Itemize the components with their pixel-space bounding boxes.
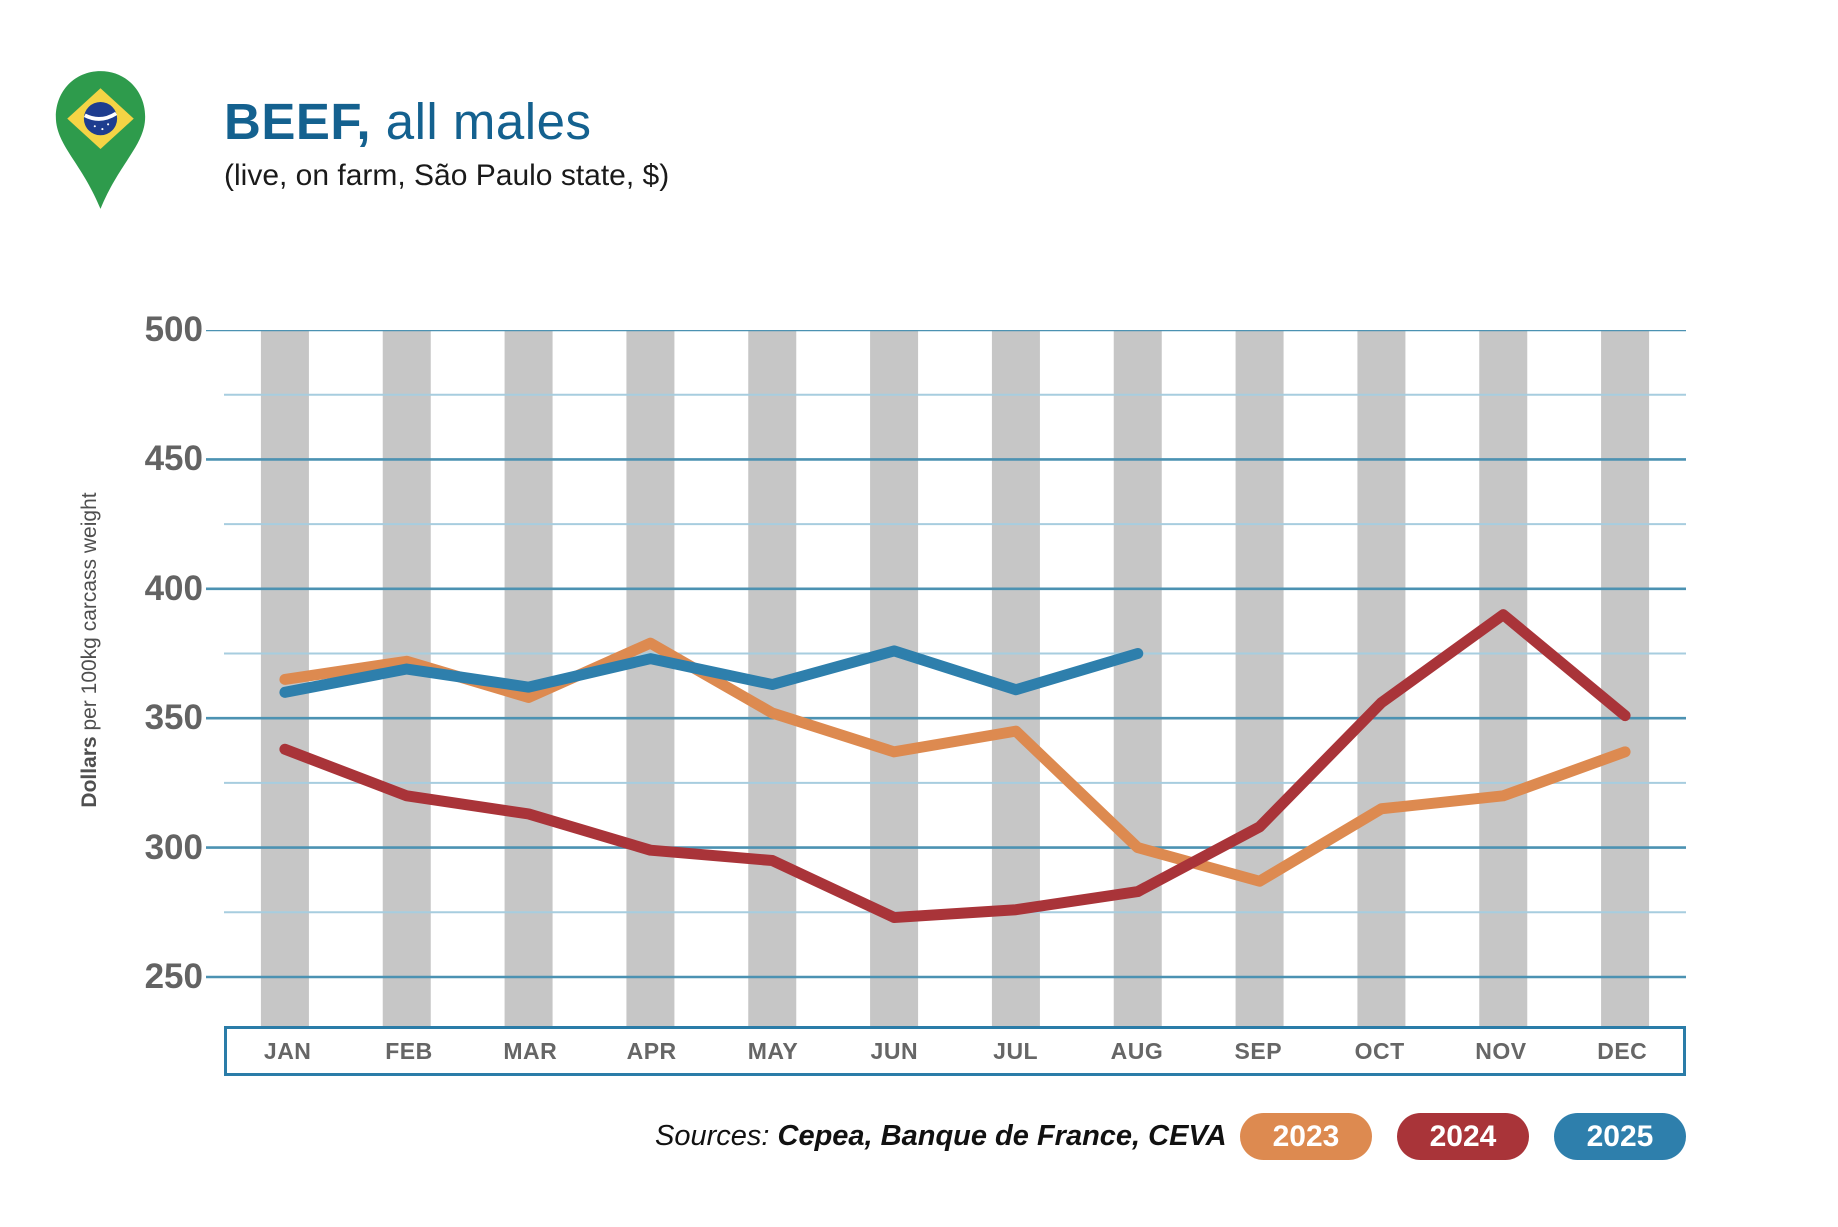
title-qualifier: all males [371,93,592,150]
month-band-jul [991,330,1040,1026]
x-tick-label-jun: JUN [870,1037,919,1064]
month-band-dec [1601,330,1650,1026]
x-tick-label-feb: FEB [385,1037,433,1064]
month-band-nov [1479,330,1528,1026]
line-chart-plot-area [206,330,1686,1026]
y-tick-label-350: 350 [144,698,203,738]
series-line-2025 [279,645,1144,698]
x-tick-label-may: MAY [747,1037,799,1064]
sources-note: Sources: Cepea, Banque de France, CEVA [655,1120,1227,1153]
x-tick-label-jul: JUL [993,1037,1039,1064]
title-product: BEEF, [224,93,372,150]
x-tick-label-jan: JAN [263,1037,312,1064]
month-band-oct [1357,330,1406,1026]
header: BEEF, all males (live, on farm, São Paul… [224,92,669,193]
x-tick-label-apr: APR [626,1037,677,1064]
month-band-feb [382,330,431,1026]
month-band-sep [1235,330,1284,1026]
y-tick-label-300: 300 [144,827,203,867]
month-band-aug [1113,330,1162,1026]
x-axis-month-box: JAN FEB MAR APR MAY JUN JUL AUG SEP OCT NOV DEC [224,1026,1686,1076]
month-band-apr [626,330,675,1026]
chart-legend: 2023 2024 2025 [1240,1113,1686,1160]
series-line-2024 [279,609,1631,923]
y-axis-tick-labels: 500 450 400 350 300 250 [90,0,203,1100]
y-tick-label-450: 450 [144,439,203,479]
x-tick-label-sep: SEP [1234,1037,1283,1064]
x-tick-label-dec: DEC [1597,1037,1648,1064]
y-tick-label-400: 400 [144,568,203,608]
legend-pill-2024: 2024 [1397,1113,1529,1160]
legend-pill-2023: 2023 [1240,1113,1372,1160]
page-title: BEEF, all males [224,92,669,151]
series-line-2023 [279,637,1631,887]
y-tick-label-250: 250 [144,957,203,996]
x-tick-label-aug: AUG [1110,1037,1164,1064]
sources-value: Cepea, Banque de France, CEVA [777,1120,1227,1152]
sources-label: Sources: [655,1120,778,1152]
x-tick-label-oct: OCT [1354,1037,1405,1064]
y-tick-label-500: 500 [144,310,203,349]
x-tick-label-mar: MAR [503,1037,558,1064]
page-subtitle: (live, on farm, São Paulo state, $) [224,159,670,192]
brazil-flag-pin-icon [55,71,146,209]
legend-pill-2025: 2025 [1554,1113,1686,1160]
x-tick-label-nov: NOV [1475,1037,1527,1064]
